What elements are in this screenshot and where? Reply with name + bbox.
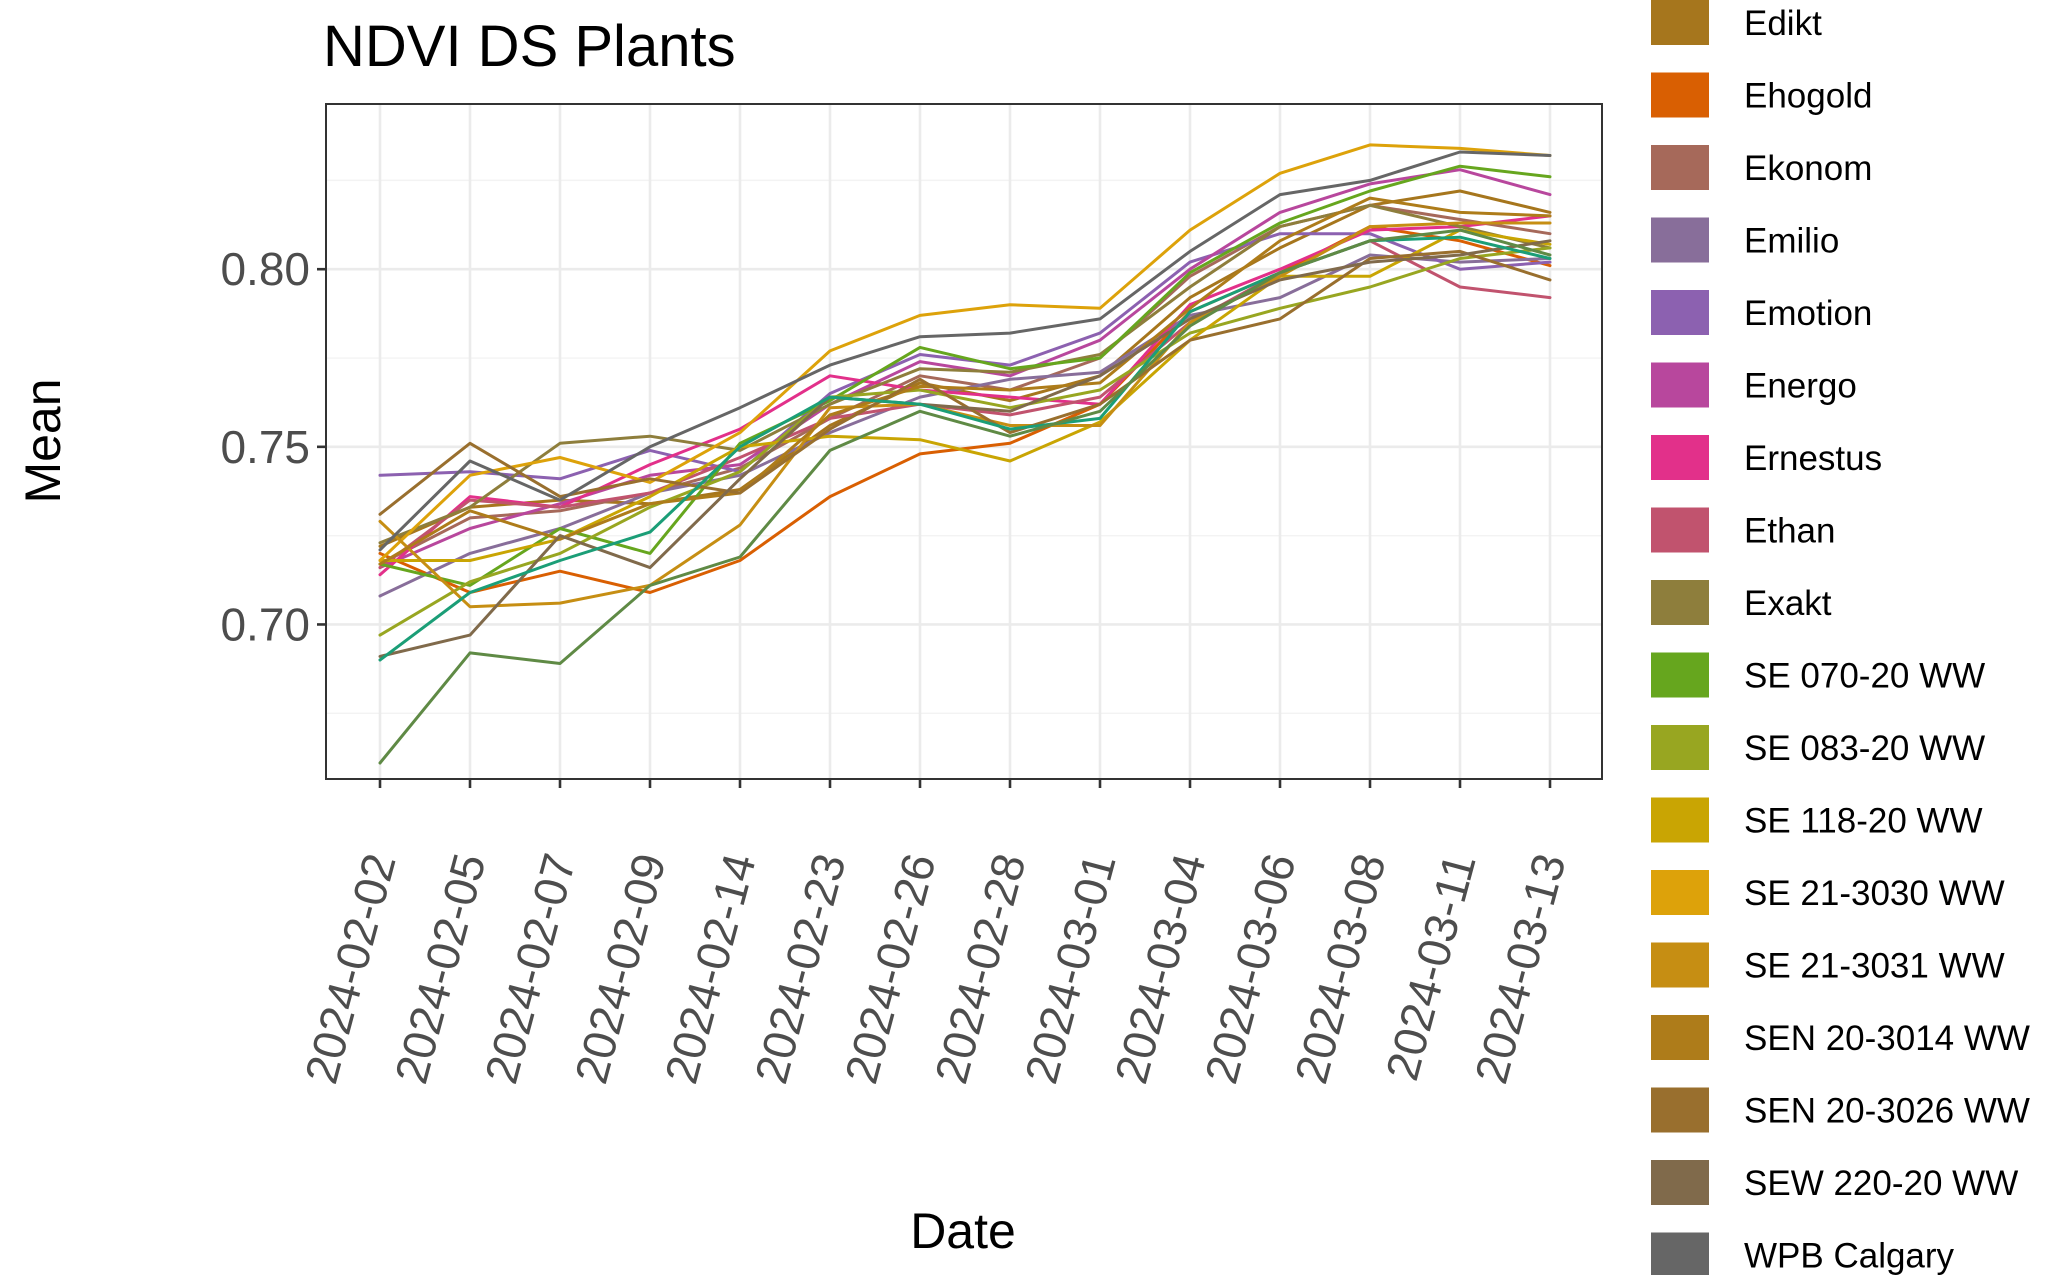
series-line (378, 214, 1552, 577)
legend-swatch (1651, 435, 1709, 480)
legend-swatch (1651, 797, 1709, 843)
x-tick-label: 2024-02-07 (475, 848, 586, 1089)
legend-label: Emotion (1744, 294, 1872, 333)
x-tick-label: 2024-03-01 (1015, 848, 1126, 1089)
x-tick-label: 2024-02-26 (835, 848, 946, 1089)
y-tick-label: 0.75 (220, 421, 310, 473)
x-axis: 2024-02-022024-02-052024-02-072024-02-09… (295, 779, 1576, 1089)
legend-label: Ethan (1744, 512, 1835, 551)
legend-swatch (1651, 652, 1709, 698)
gridlines (326, 104, 1602, 779)
legend-label: SE 118-20 WW (1744, 802, 1983, 841)
legend-label: Edikt (1744, 4, 1822, 43)
legend-label: SEN 20-3014 WW (1744, 1019, 2030, 1058)
series-line (378, 249, 1552, 516)
y-tick-label: 0.80 (220, 243, 310, 295)
legend-swatch (1651, 217, 1709, 263)
legend-swatch (1651, 1015, 1709, 1060)
legend-swatch (1651, 72, 1709, 118)
series-line (378, 239, 1552, 658)
x-tick-label: 2024-02-05 (385, 848, 496, 1089)
legend-swatch (1651, 870, 1709, 915)
x-tick-label: 2024-03-06 (1195, 848, 1306, 1089)
legend-swatch (1651, 507, 1709, 553)
x-tick-label: 2024-02-23 (745, 848, 856, 1089)
series-line (378, 246, 1552, 637)
legend-label: SEN 20-3026 WW (1744, 1092, 2030, 1131)
legend-label: SE 21-3031 WW (1744, 947, 2005, 986)
legend-swatch (1651, 1160, 1709, 1205)
legend-label: WPB Calgary (1744, 1237, 1955, 1275)
series-line (378, 143, 1552, 562)
legend-label: Energo (1744, 367, 1857, 406)
legend-swatch (1651, 1087, 1709, 1133)
legend: Edikt Ehogold Ekonom Emilio Emotion Energo Ern… (1651, 0, 2030, 1275)
legend-swatch (1651, 580, 1709, 625)
legend-label: Emilio (1744, 222, 1839, 261)
legend-label: Exakt (1744, 584, 1832, 623)
legend-swatch (1651, 362, 1709, 408)
panel-border (325, 103, 1603, 780)
x-tick-label: 2024-03-08 (1285, 848, 1396, 1089)
legend-label: SE 083-20 WW (1744, 729, 1985, 768)
x-axis-title: Date (910, 1203, 1016, 1259)
legend-swatch (1651, 725, 1709, 770)
x-tick-label: 2024-02-28 (925, 848, 1036, 1089)
legend-swatch (1651, 0, 1709, 45)
x-tick-label: 2024-02-02 (295, 848, 406, 1089)
legend-label: Ekonom (1744, 149, 1872, 188)
legend-swatch (1651, 290, 1709, 335)
series-line (378, 196, 1552, 566)
y-axis-title: Mean (15, 378, 71, 503)
series-line (378, 150, 1552, 552)
plot-panel (326, 104, 1602, 779)
x-tick-label: 2024-03-13 (1465, 848, 1576, 1089)
legend-swatch (1651, 942, 1709, 988)
series-line (378, 228, 1552, 765)
legend-swatch (1651, 1232, 1709, 1275)
y-axis: 0.70 0.75 0.80 (220, 243, 326, 650)
x-tick-label: 2024-02-14 (655, 848, 766, 1089)
legend-label: Ehogold (1744, 77, 1872, 116)
legend-swatch (1651, 145, 1709, 190)
x-tick-label: 2024-02-09 (565, 848, 676, 1089)
x-tick-label: 2024-03-04 (1105, 848, 1216, 1089)
series-lines (378, 143, 1552, 765)
legend-label: SE 070-20 WW (1744, 657, 1985, 696)
legend-label: SE 21-3030 WW (1744, 874, 2005, 913)
x-tick-label: 2024-03-11 (1375, 848, 1485, 1085)
y-tick-label: 0.70 (220, 598, 310, 650)
series-line (378, 203, 1552, 545)
chart-title: NDVI DS Plants (323, 14, 736, 79)
legend-label: Ernestus (1744, 439, 1882, 478)
legend-label: SEW 220-20 WW (1744, 1164, 2018, 1203)
series-line (378, 221, 1552, 609)
